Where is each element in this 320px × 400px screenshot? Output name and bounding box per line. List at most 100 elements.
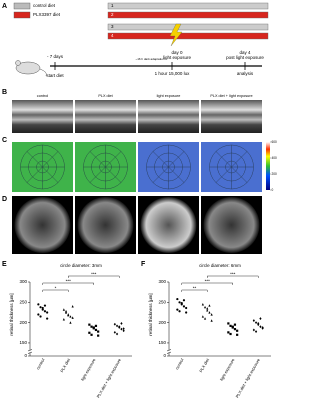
y-tick-label: 200 (19, 320, 27, 325)
significance-bracket (207, 275, 259, 278)
panel-a: A control diet PLX3397 diet 1 2 3 4 - 7 … (2, 2, 269, 78)
data-point (97, 334, 100, 337)
column-header: control (37, 94, 49, 98)
timeline-label: post light exposure (226, 55, 264, 60)
fundus-image (203, 197, 260, 253)
data-point (64, 311, 68, 314)
data-point (46, 317, 49, 320)
data-point (69, 321, 72, 324)
data-point (120, 327, 123, 331)
data-point (46, 311, 49, 314)
timeline-label: day 4 (239, 50, 251, 55)
y-tick-label: 0 (163, 353, 166, 358)
group-bar (107, 32, 269, 40)
timeline-label: 1 hour 15,000 lux (155, 71, 191, 76)
data-point (64, 309, 68, 313)
y-tick-label: 250 (19, 300, 27, 305)
data-point (206, 307, 209, 310)
panel-c: C 600 400 200 0 (2, 137, 277, 192)
group-bar (107, 23, 269, 31)
data-point (254, 321, 258, 325)
significance-label: * (55, 286, 57, 291)
data-point (254, 330, 258, 333)
data-point (185, 311, 188, 314)
data-point (261, 326, 264, 329)
row-number: 4 (111, 33, 114, 38)
data-point (122, 327, 125, 331)
timeline-label: day 0 (171, 50, 183, 55)
map-grid (215, 151, 248, 183)
y-tick-label: 300 (158, 279, 166, 284)
data-point (176, 297, 179, 301)
mouse-icon (15, 60, 21, 66)
data-point (94, 324, 98, 327)
data-point (236, 329, 239, 332)
timeline-label: light exposure (163, 55, 192, 60)
row-number: 1 (111, 3, 114, 8)
data-point (257, 322, 260, 325)
data-point (210, 319, 213, 322)
data-point (182, 299, 186, 302)
y-tick-label: 0 (24, 353, 27, 358)
data-point (227, 331, 230, 334)
significance-label: *** (91, 272, 97, 277)
y-tick-label: 150 (158, 340, 166, 345)
timeline-label: analysis (237, 71, 254, 76)
chart-title: circle diameter: 6mm (199, 263, 241, 268)
data-point (210, 313, 213, 316)
data-point (71, 305, 74, 308)
x-tick-label: PLX diet + light exposure (95, 357, 122, 399)
significance-label: *** (66, 279, 72, 284)
data-point (88, 323, 91, 326)
panel-label: E (2, 261, 7, 268)
chart-title: circle diameter: 3mm (60, 263, 102, 268)
row-number: 2 (111, 12, 114, 17)
data-point (252, 328, 255, 332)
significance-bracket (42, 282, 94, 285)
axis-break (27, 351, 33, 354)
panel-label: F (141, 261, 146, 268)
significance-bracket (181, 289, 208, 292)
x-tick-label: control (174, 357, 184, 370)
colorbar-tick-label: 400 (272, 156, 278, 160)
data-point (113, 322, 116, 326)
data-point (233, 328, 237, 331)
timeline-label: - 7 days (47, 54, 64, 59)
y-tick-label: 300 (19, 279, 27, 284)
colorbar-tick-label: 600 (272, 140, 278, 144)
axis-break (166, 349, 172, 352)
significance-bracket (68, 275, 120, 278)
data-point (90, 325, 93, 328)
significance-label: *** (205, 279, 211, 284)
data-point (118, 325, 121, 329)
data-point (236, 333, 239, 336)
oct-image (201, 100, 262, 133)
data-point (39, 306, 42, 309)
data-point (208, 304, 211, 307)
map-grid (152, 151, 185, 183)
x-tick-label: light exposure (80, 357, 97, 382)
timeline-label: start diet (46, 73, 64, 78)
column-header: light exposure (157, 94, 181, 98)
group-bar (107, 11, 269, 19)
mouse-icon (39, 68, 47, 77)
data-point (39, 315, 42, 318)
data-point (62, 308, 65, 311)
data-point (90, 333, 93, 336)
timeline-label: ~16 h dark adaptation (135, 57, 164, 61)
data-point (94, 328, 98, 332)
data-point (37, 313, 40, 316)
data-point (122, 329, 125, 333)
x-tick-label: control (35, 357, 45, 370)
data-point (176, 308, 179, 311)
data-point (178, 310, 181, 313)
data-point (37, 303, 40, 306)
panel-label: C (2, 137, 7, 144)
map-grid (26, 151, 59, 183)
data-point (203, 305, 207, 309)
mouse-icon (15, 61, 41, 75)
x-tick-label: PLX diet (198, 357, 210, 373)
data-point (201, 303, 204, 306)
x-tick-label: PLX diet (59, 357, 71, 373)
